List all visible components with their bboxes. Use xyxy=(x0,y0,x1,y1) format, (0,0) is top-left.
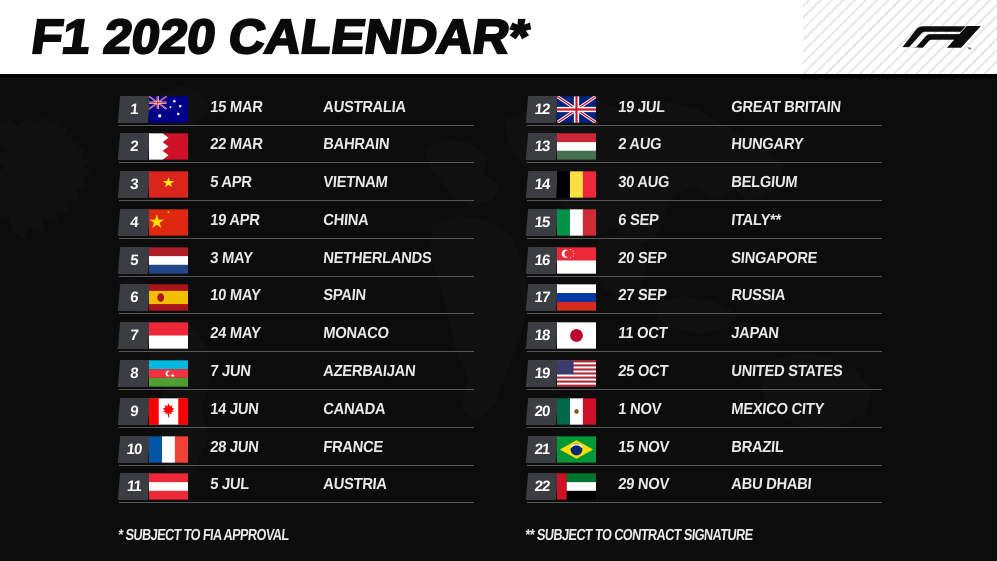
svg-text:TM: TM xyxy=(968,46,972,50)
